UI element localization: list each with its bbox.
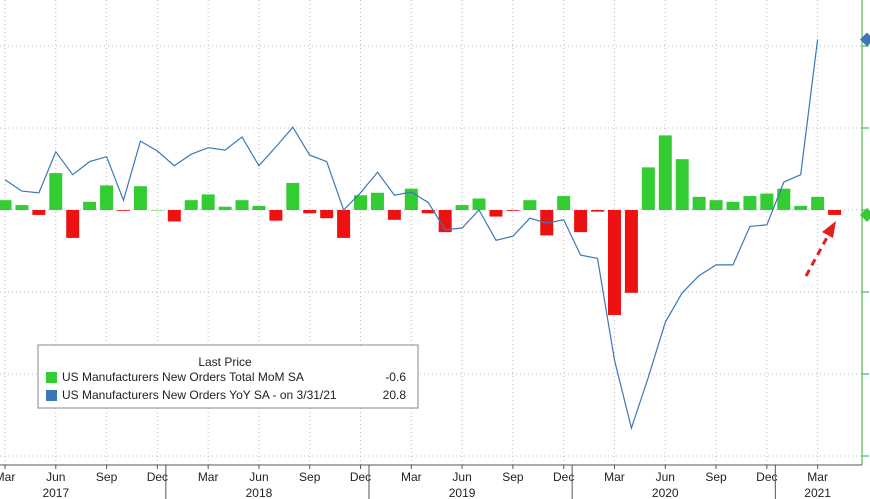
bar: [811, 196, 825, 210]
bar: [760, 193, 774, 210]
x-tick-label: Mar: [807, 470, 828, 484]
bar: [269, 210, 283, 221]
bar: [286, 182, 300, 210]
last-value-marker: [860, 32, 870, 47]
bar: [557, 196, 571, 210]
x-tick-label: Jun: [46, 470, 65, 484]
bar: [506, 210, 520, 211]
arrow-shaft: [804, 231, 832, 277]
bar: [726, 201, 740, 210]
bar: [66, 210, 80, 238]
bar: [709, 200, 723, 210]
bar: [370, 192, 384, 210]
x-tick-label: Jun: [452, 470, 471, 484]
bar: [743, 196, 757, 210]
year-label: 2018: [246, 486, 273, 499]
bar: [828, 210, 842, 215]
x-tick-label: Jun: [249, 470, 268, 484]
plot: [0, 39, 842, 431]
bar: [421, 210, 435, 214]
x-tick-label: Mar: [0, 470, 15, 484]
bar: [150, 210, 164, 211]
x-tick-label: Dec: [350, 470, 371, 484]
bar: [117, 210, 131, 211]
year-label: 2020: [652, 486, 679, 499]
x-tick-label: Jun: [656, 470, 675, 484]
bar: [167, 210, 181, 222]
bar: [794, 205, 808, 210]
bar: [32, 210, 46, 215]
year-label: 2017: [42, 486, 69, 499]
legend-swatch: [46, 390, 57, 401]
x-tick-label: Sep: [96, 470, 118, 484]
legend-box: [37, 344, 419, 409]
legend-label: US Manufacturers New Orders Total MoM SA: [62, 370, 304, 384]
x-tick-label: Sep: [705, 470, 727, 484]
x-tick-label: Dec: [756, 470, 777, 484]
legend-title: Last Price: [198, 355, 252, 369]
legend-label: US Manufacturers New Orders YoY SA - on …: [62, 388, 337, 402]
bar: [15, 205, 29, 210]
x-tick-label: Dec: [147, 470, 168, 484]
bar: [692, 196, 706, 210]
bar: [83, 201, 97, 210]
bar: [472, 198, 486, 210]
legend-swatch: [46, 372, 57, 383]
x-tick-label: Mar: [198, 470, 219, 484]
bar: [235, 200, 249, 210]
bar: [100, 185, 114, 210]
legend-value: 20.8: [383, 388, 407, 402]
x-tick-label: Sep: [299, 470, 321, 484]
x-tick-label: Sep: [502, 470, 524, 484]
bar: [455, 205, 469, 210]
bar: [489, 210, 503, 217]
bar: [0, 200, 12, 210]
year-label: 2021: [804, 486, 831, 499]
bar: [133, 186, 147, 210]
bar: [320, 210, 334, 219]
bar: [201, 194, 215, 210]
x-tick-label: Dec: [553, 470, 574, 484]
legend: Last Price US Manufacturers New Orders T…: [37, 344, 419, 409]
bar: [591, 210, 605, 212]
bar: [523, 200, 537, 210]
bar: [777, 188, 791, 210]
bar: [303, 210, 317, 214]
bar: [354, 195, 368, 210]
annotation-arrow: [804, 221, 836, 277]
x-tick-label: Mar: [401, 470, 422, 484]
year-label: 2019: [449, 486, 476, 499]
line: [4, 39, 819, 431]
last-value-marker: [860, 207, 870, 222]
bar: [49, 173, 63, 210]
bar: [218, 206, 232, 210]
bar: [574, 210, 588, 233]
bar: [184, 200, 198, 210]
bar: [252, 205, 266, 210]
bar: [624, 210, 638, 293]
bar: [641, 167, 655, 210]
x-tick-label: Mar: [604, 470, 625, 484]
bar: [675, 159, 689, 210]
bar: [387, 210, 401, 220]
legend-value: -0.6: [385, 370, 406, 384]
bar: [438, 210, 452, 233]
bar: [658, 135, 672, 210]
bar: [607, 210, 621, 315]
bar: [337, 210, 351, 238]
arrow-head: [822, 221, 836, 238]
